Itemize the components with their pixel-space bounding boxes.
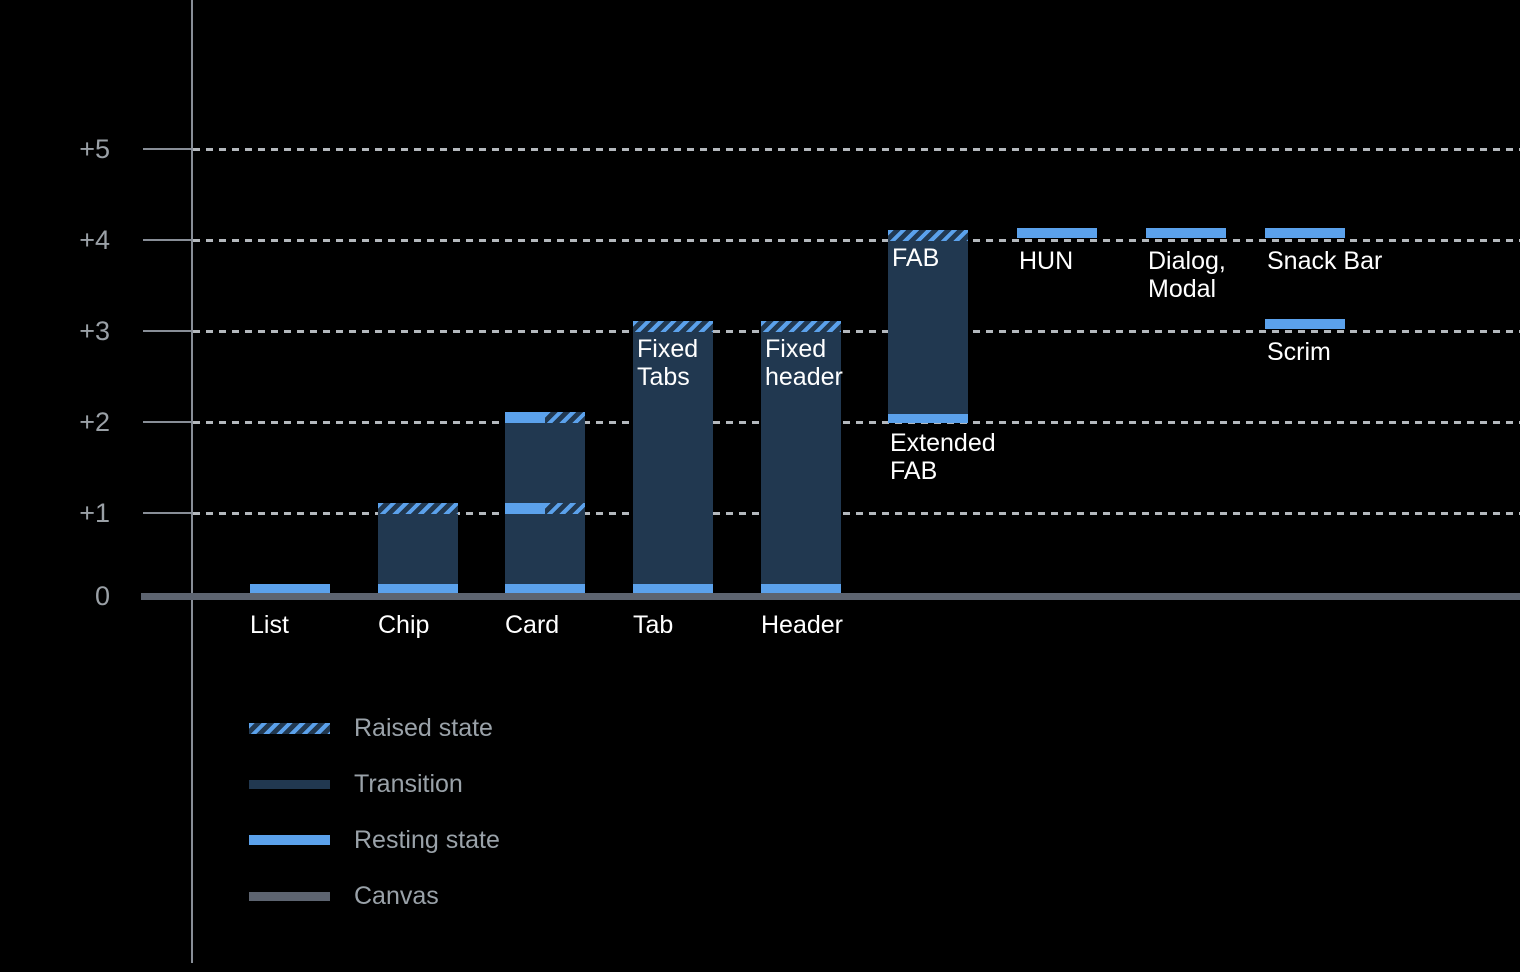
- tick-+2: [143, 421, 193, 423]
- bar-header-transition: [761, 332, 841, 584]
- legend-swatch-transition-state: [249, 780, 330, 789]
- bar-chip-transition: [378, 514, 458, 584]
- y-axis-label-+2: +2: [79, 407, 110, 437]
- bar-tab-raised: [633, 321, 713, 332]
- legend-label-raised-state: Raised state: [354, 714, 493, 742]
- tick-+1: [143, 512, 193, 514]
- y-axis-label-+4: +4: [79, 225, 110, 255]
- bar-card-raised-half: [545, 412, 585, 423]
- bar-header-raised: [761, 321, 841, 332]
- legend-label-canvas-state: Canvas: [354, 882, 439, 910]
- bar-label-chip: Chip: [378, 611, 430, 639]
- gridline-+2: [193, 421, 1520, 424]
- bar-fab-raised: [888, 230, 968, 241]
- y-axis-label-0: 0: [94, 581, 110, 611]
- y-axis-label-+3: +3: [79, 316, 110, 346]
- bar-header-resting: [761, 584, 841, 593]
- bar-card-resting-half: [505, 503, 545, 514]
- bar-label-card: Card: [505, 611, 560, 639]
- bar-tab-resting: [633, 584, 713, 593]
- y-axis-line: [191, 0, 193, 963]
- legend-label-transition-state: Transition: [354, 770, 463, 798]
- canvas-line: [141, 593, 1520, 600]
- bar-scrim-resting: [1265, 319, 1345, 329]
- bar-chip-raised: [378, 503, 458, 514]
- bar-snack-bar-resting: [1265, 228, 1345, 238]
- y-axis-label-+1: +1: [79, 498, 110, 528]
- tick-+4: [143, 239, 193, 241]
- bar-dialog-modal-resting: [1146, 228, 1226, 238]
- gridline-+1: [193, 512, 1520, 515]
- tick-+3: [143, 330, 193, 332]
- bar-hun-resting: [1017, 228, 1097, 238]
- legend-swatch-raised-state: [249, 723, 330, 734]
- bar-card-resting: [505, 584, 585, 593]
- bar-card-resting-half: [505, 412, 545, 423]
- bar-card-raised-half: [545, 503, 585, 514]
- legend-label-resting-state: Resting state: [354, 826, 500, 854]
- bar-label-tab: Tab: [633, 611, 674, 639]
- tick-+5: [143, 148, 193, 150]
- gridline-+5: [193, 148, 1520, 151]
- bar-card-transition: [505, 423, 585, 503]
- bar-below-label-hun: HUN: [1019, 247, 1074, 275]
- bar-fab-transition: [888, 241, 968, 414]
- bar-below-label-snack-bar: Snack Bar: [1267, 247, 1383, 275]
- bar-card-transition: [505, 514, 585, 584]
- bar-below-label-fab: Extended FAB: [890, 429, 996, 485]
- bar-inner-label-tab: Fixed Tabs: [637, 335, 699, 391]
- bar-fab-resting: [888, 414, 968, 423]
- y-axis-label-+5: +5: [79, 134, 110, 164]
- legend-swatch-canvas-state: [249, 892, 330, 901]
- bar-chip-resting: [378, 584, 458, 593]
- bar-inner-label-header: Fixed header: [765, 335, 843, 391]
- bar-list-resting: [250, 584, 330, 593]
- bar-below-label-dialog-modal: Dialog, Modal: [1148, 247, 1226, 303]
- bar-inner-label-fab: FAB: [892, 244, 940, 272]
- bar-label-header: Header: [761, 611, 843, 639]
- gridline-+4: [193, 239, 1520, 242]
- bar-tab-transition: [633, 332, 713, 584]
- gridline-+3: [193, 330, 1520, 333]
- bar-below-label-scrim: Scrim: [1267, 338, 1331, 366]
- bar-label-list: List: [250, 611, 289, 639]
- legend-swatch-resting-state: [249, 835, 330, 845]
